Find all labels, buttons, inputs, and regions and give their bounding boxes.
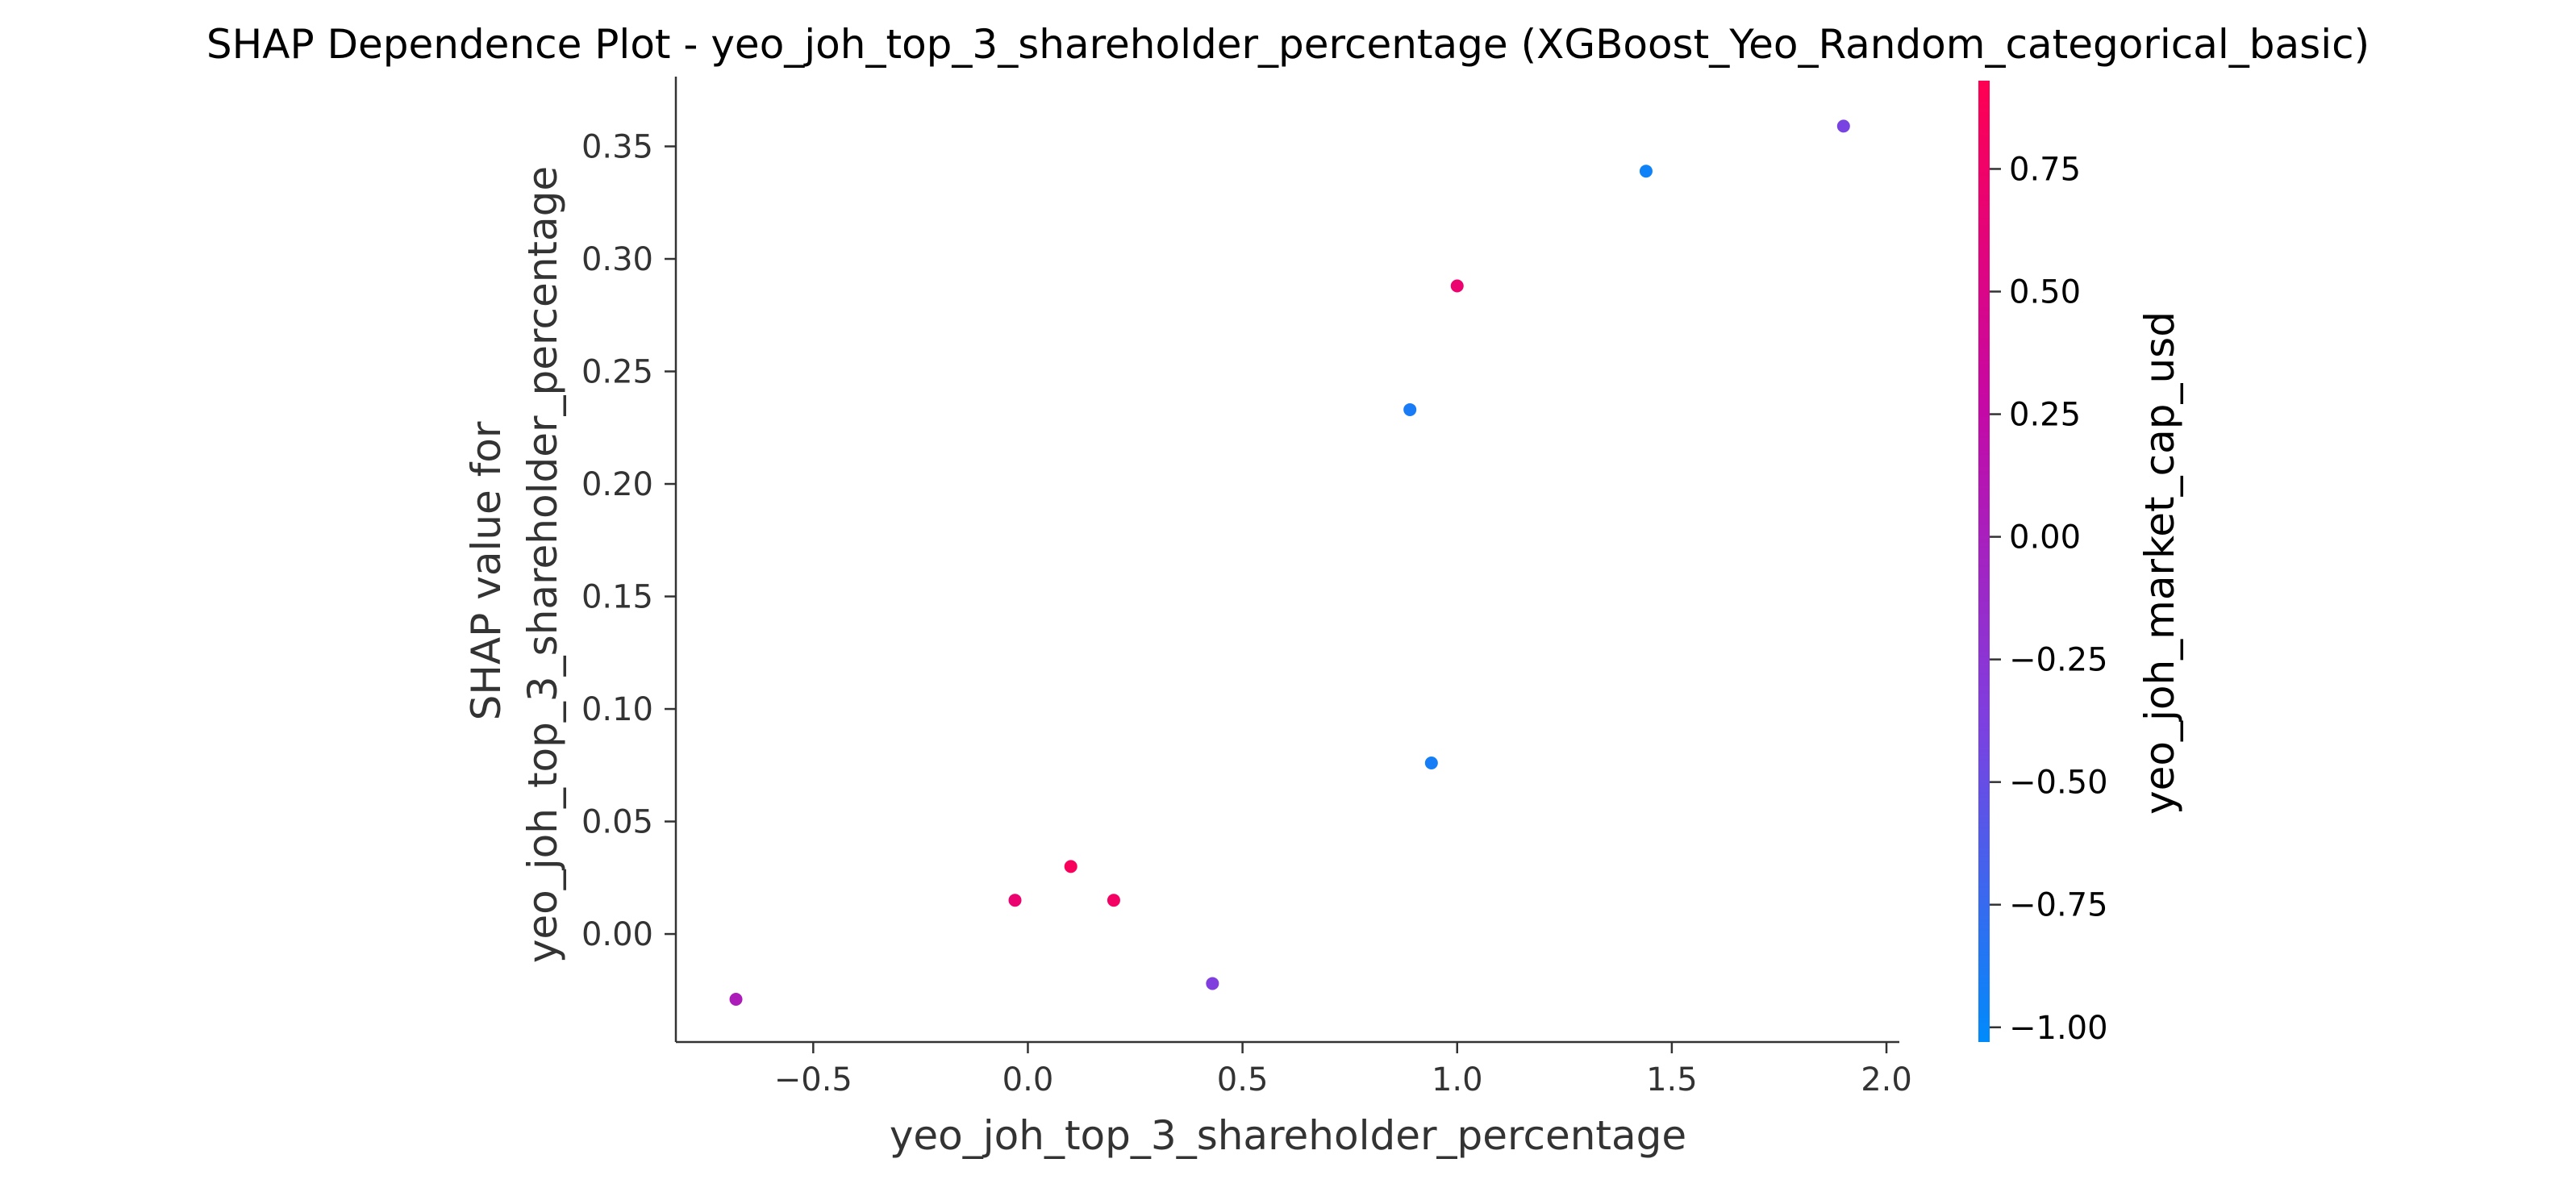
data-point <box>1450 279 1464 293</box>
colorbar-tick-label: −1.00 <box>2009 1010 2108 1047</box>
y-tick-label: 0.30 <box>581 241 653 278</box>
colorbar-tick-label: 0.75 <box>2009 151 2081 188</box>
colorbar-tick-label: 0.00 <box>2009 519 2081 556</box>
colorbar-tick-label: 0.25 <box>2009 397 2081 434</box>
y-ticks: 0.00 0.05 0.10 0.15 0.20 0.25 0.30 0.35 <box>581 128 676 953</box>
y-tick-label: 0.00 <box>581 916 653 953</box>
x-tick-label: 1.0 <box>1432 1061 1483 1098</box>
y-axis-label: SHAP value for yeo_joh_top_3_shareholder… <box>463 166 566 963</box>
colorbar-tick-label: −0.25 <box>2009 642 2108 679</box>
y-axis-label-line-2: yeo_joh_top_3_shareholder_percentage <box>519 166 566 963</box>
data-point <box>1424 757 1438 770</box>
y-tick-label: 0.25 <box>581 354 653 391</box>
plot-area: −0.5 0.0 0.5 1.0 1.5 2.0 0.00 0.05 0.10 0.15 0.20… <box>581 77 1912 1098</box>
colorbar-tick-label: −0.75 <box>2009 887 2108 924</box>
x-tick-label: 0.5 <box>1217 1061 1269 1098</box>
y-tick-label: 0.10 <box>581 691 653 728</box>
x-ticks: −0.5 0.0 0.5 1.0 1.5 2.0 <box>774 1042 1912 1098</box>
data-point <box>1836 119 1850 133</box>
colorbar-gradient <box>1978 81 1990 1042</box>
x-tick-label: 2.0 <box>1861 1061 1912 1098</box>
x-tick-label: 1.5 <box>1646 1061 1698 1098</box>
data-point <box>1008 894 1022 907</box>
scatter-points <box>729 119 1850 1006</box>
y-axis-label-line-1: SHAP value for <box>463 421 510 720</box>
colorbar-ticks: 0.75 0.50 0.25 0.00 −0.25 −0.50 −0.75 −1.00 <box>1990 151 2108 1047</box>
colorbar: 0.75 0.50 0.25 0.00 −0.25 −0.50 −0.75 −1.00 <box>1978 81 2108 1047</box>
colorbar-label: yeo_joh_market_cap_usd <box>2136 311 2183 815</box>
data-point <box>1639 165 1653 178</box>
y-tick-label: 0.20 <box>581 466 653 503</box>
x-axis-label: yeo_joh_top_3_shareholder_percentage <box>890 1112 1686 1159</box>
data-point <box>1064 860 1078 873</box>
data-point <box>1107 894 1120 907</box>
x-tick-label: 0.0 <box>1002 1061 1054 1098</box>
y-tick-label: 0.05 <box>581 804 653 841</box>
data-point <box>729 992 743 1006</box>
y-tick-label: 0.35 <box>581 128 653 165</box>
y-tick-label: 0.15 <box>581 579 653 616</box>
x-tick-label: −0.5 <box>774 1061 852 1098</box>
colorbar-tick-label: 0.50 <box>2009 274 2081 311</box>
chart-title: SHAP Dependence Plot - yeo_joh_top_3_sha… <box>206 21 2370 68</box>
colorbar-tick-label: −0.50 <box>2009 765 2108 802</box>
data-point <box>1206 977 1219 990</box>
data-point <box>1403 402 1417 416</box>
